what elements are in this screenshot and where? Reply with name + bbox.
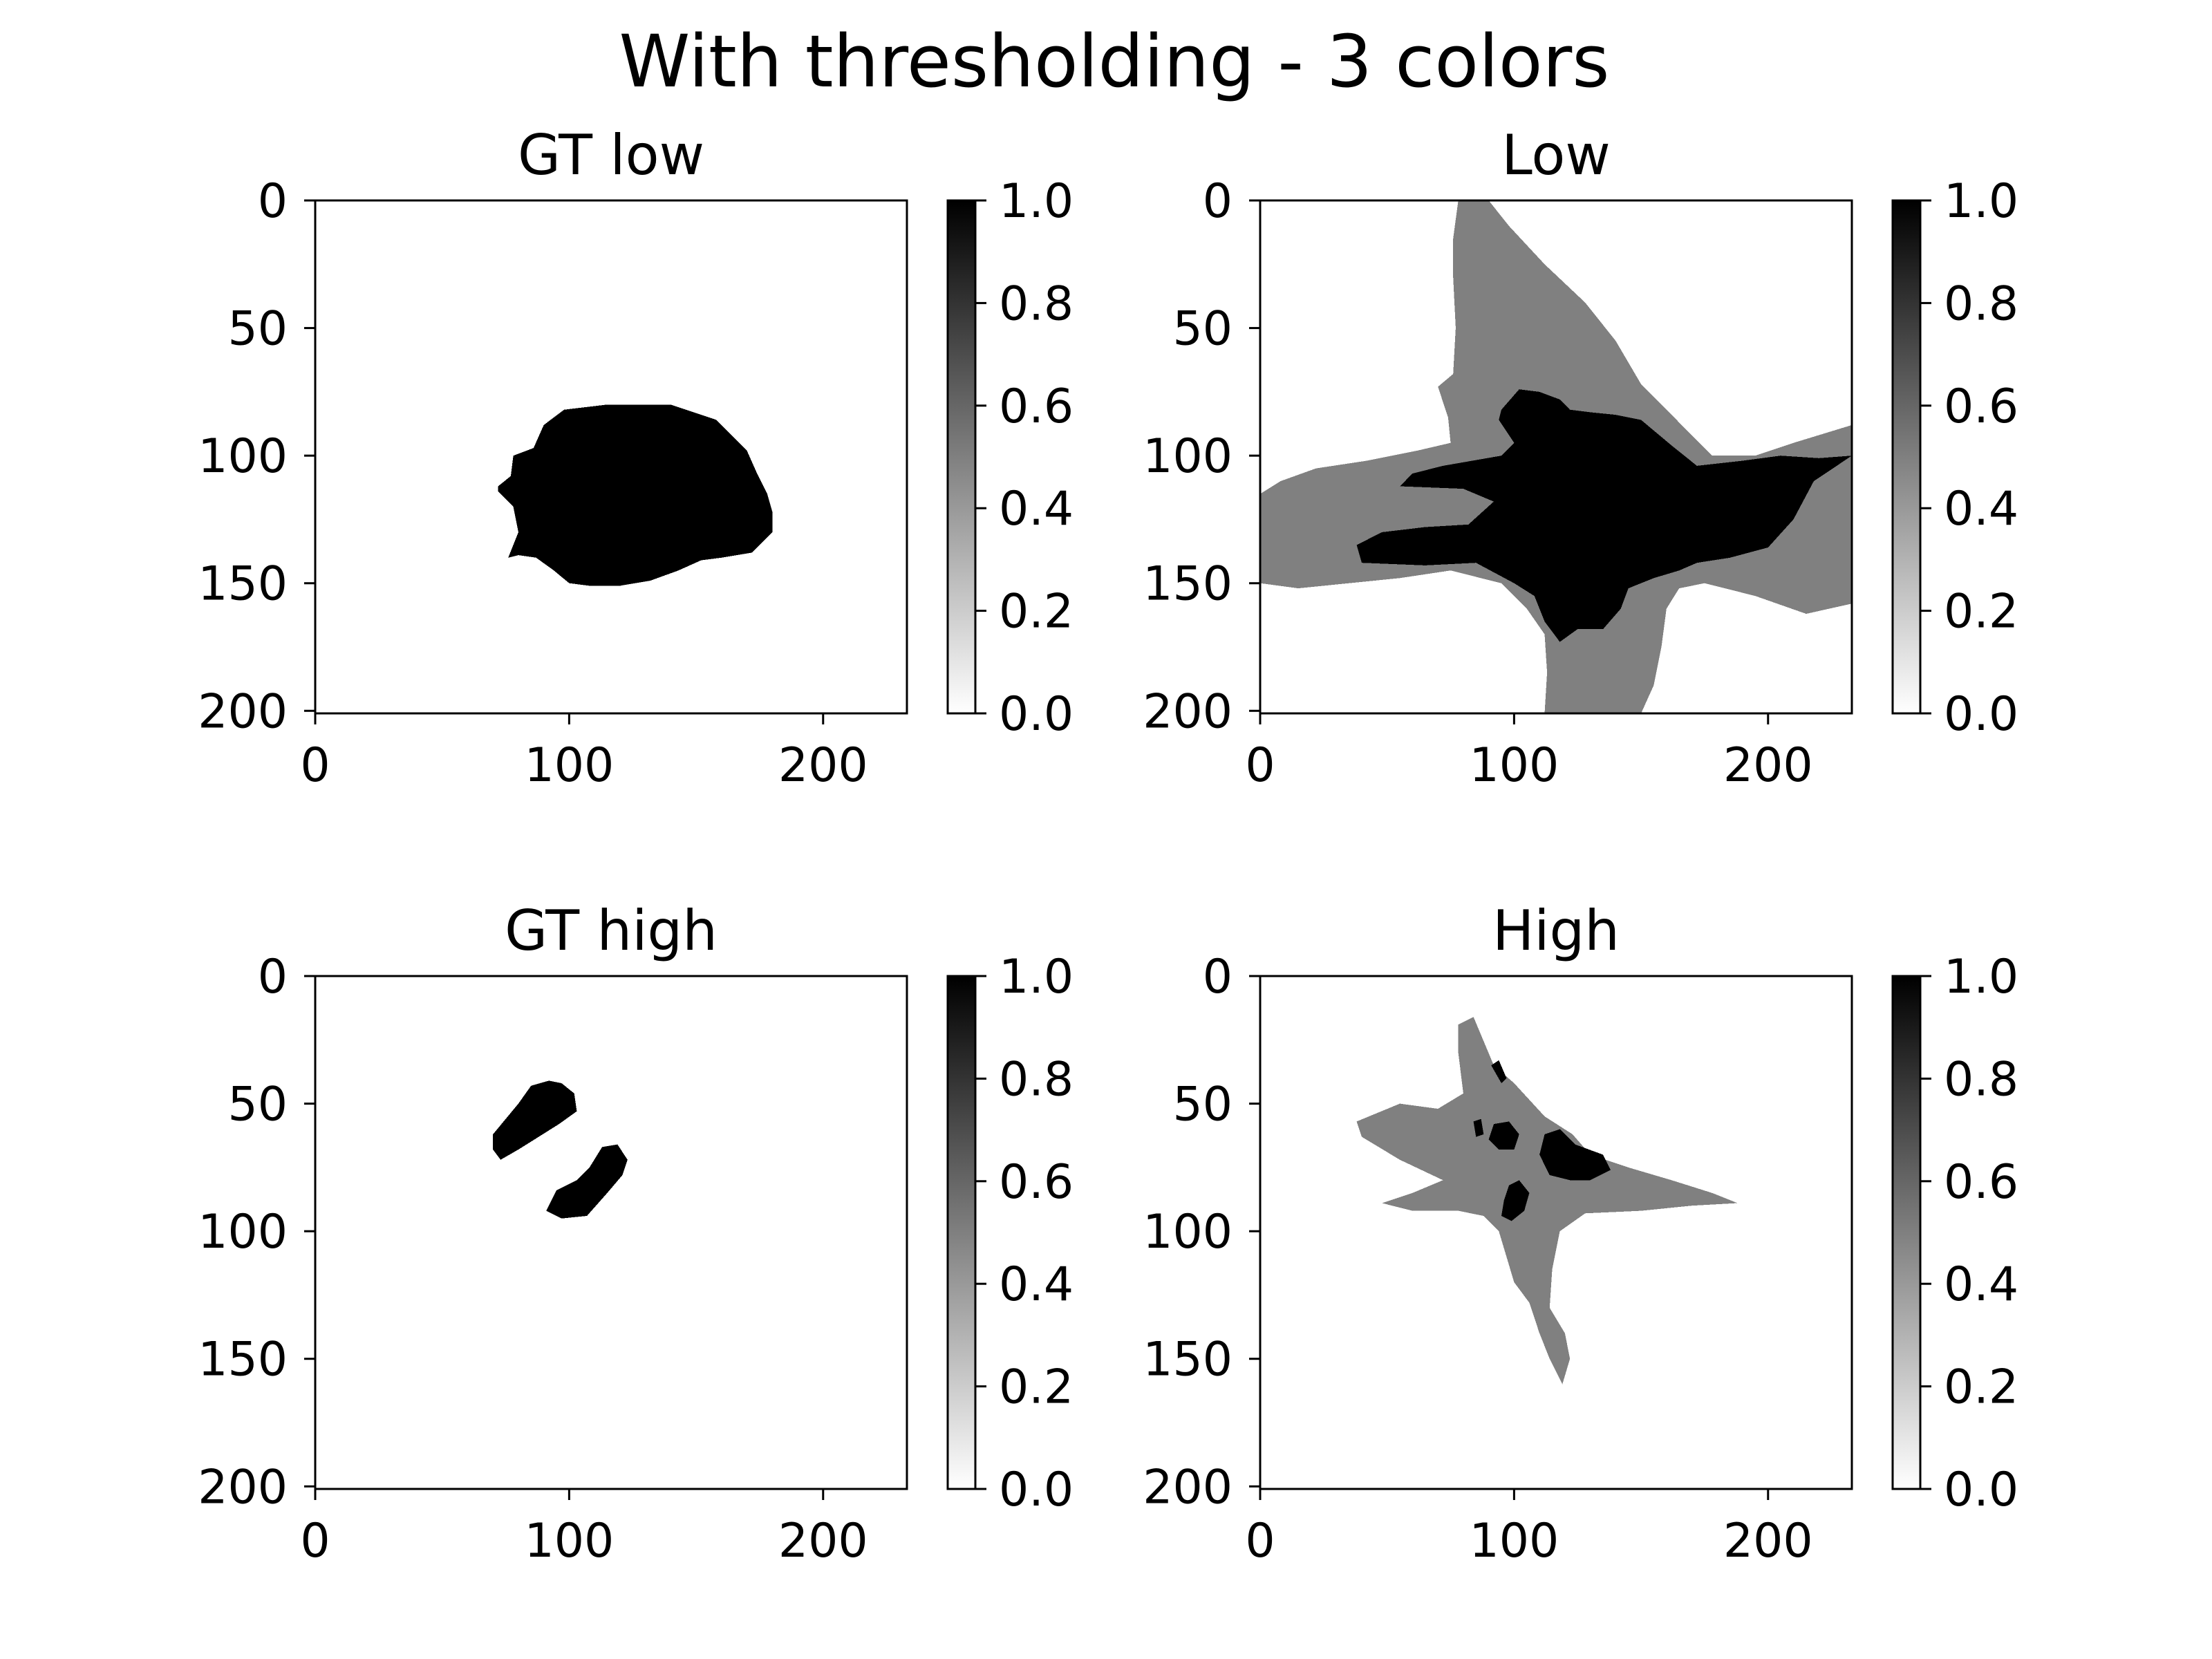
y-tick-label: 0 [258, 950, 288, 1004]
region-value-1 [546, 1144, 628, 1219]
colorbar-tick-label: 0.0 [1944, 687, 2018, 742]
colorbar-gradient [946, 975, 977, 1490]
colorbar-tick-label: 0.4 [999, 482, 1074, 536]
colorbar-tick-label: 0.0 [1944, 1463, 2018, 1517]
subplot-title: Low [1501, 123, 1611, 187]
colorbar-tick-label: 0.4 [1944, 482, 2018, 536]
image-regions [1260, 200, 1852, 713]
y-tick-label: 200 [1143, 684, 1232, 739]
image-regions [1356, 1017, 1738, 1385]
colorbar-tick-label: 0.4 [999, 1257, 1074, 1312]
region-value-1 [1539, 1129, 1611, 1181]
colorbar: 0.0 0.2 0.4 0.6 0.8 1.0 [1891, 174, 2018, 742]
y-tick-label: 100 [198, 429, 288, 484]
x-tick-label: 100 [524, 1514, 614, 1568]
image-regions [493, 1080, 628, 1219]
colorbar-tick-label: 0.6 [999, 379, 1074, 434]
colorbar-tick-label: 0.8 [999, 276, 1074, 331]
colorbar-tick-label: 0.2 [1944, 585, 2018, 639]
axes-frame [1259, 199, 1853, 715]
colorbar-tick-label: 0.4 [1944, 1257, 2018, 1312]
colorbar: 0.0 0.2 0.4 0.6 0.8 1.0 [946, 174, 1074, 742]
colorbar-tick-label: 0.8 [1944, 276, 2018, 331]
region-value-1 [1473, 1118, 1484, 1137]
y-tick-label: 150 [198, 1333, 288, 1387]
colorbar-gradient [1891, 975, 1922, 1490]
y-tick-label: 100 [1143, 1205, 1232, 1259]
colorbar-tick-label: 0.8 [999, 1052, 1074, 1107]
x-tick-label: 200 [778, 1514, 868, 1568]
region-value-1 [498, 404, 773, 586]
image-background [315, 976, 907, 1489]
y-tick-label: 0 [258, 174, 288, 229]
region-value-1 [1491, 1060, 1507, 1083]
colorbar: 0.0 0.2 0.4 0.6 0.8 1.0 [1891, 950, 2018, 1517]
y-tick-label: 50 [1172, 302, 1232, 357]
axes-frame [314, 975, 908, 1490]
axes-frame [1259, 975, 1853, 1490]
region-value-1 [493, 1080, 577, 1160]
region-value-1 [1501, 1180, 1530, 1221]
y-tick-label: 150 [1143, 557, 1232, 612]
y-tick-label: 200 [1143, 1460, 1232, 1515]
colorbar-tick-label: 0.6 [1944, 1155, 2018, 1210]
y-tick-label: 0 [1203, 174, 1232, 229]
region-value-0-5 [1356, 1017, 1738, 1385]
y-tick-label: 50 [227, 302, 288, 357]
y-tick-label: 150 [1143, 1333, 1232, 1387]
colorbar-tick-label: 0.2 [999, 585, 1074, 639]
y-tick-label: 100 [198, 1205, 288, 1259]
colorbar-tick-label: 1.0 [999, 950, 1074, 1004]
x-tick-label: 0 [300, 738, 330, 793]
x-tick-label: 100 [1469, 1514, 1559, 1568]
x-tick-label: 100 [524, 738, 614, 793]
y-tick-label: 50 [227, 1078, 288, 1132]
x-tick-label: 200 [1723, 738, 1813, 793]
colorbar-tick-label: 0.6 [999, 1155, 1074, 1210]
region-value-1 [1488, 1121, 1519, 1150]
y-tick-label: 100 [1143, 429, 1232, 484]
y-tick-label: 200 [198, 1460, 288, 1515]
y-tick-label: 0 [1203, 950, 1232, 1004]
colorbar-tick-label: 0.0 [999, 687, 1074, 742]
figure-title: With thresholding - 3 colors [619, 19, 1610, 104]
colorbar-tick-label: 0.2 [1944, 1360, 2018, 1415]
y-tick-label: 200 [198, 684, 288, 739]
colorbar: 0.0 0.2 0.4 0.6 0.8 1.0 [946, 950, 1074, 1517]
colorbar-gradient [1891, 199, 1922, 715]
subplot-title: GT low [518, 123, 704, 187]
image-regions [498, 404, 773, 586]
colorbar-tick-label: 1.0 [999, 174, 1074, 229]
colorbar-tick-label: 1.0 [1944, 950, 2018, 1004]
axes-frame [314, 199, 908, 715]
subplot-title: High [1492, 899, 1620, 963]
x-tick-label: 0 [1245, 1514, 1275, 1568]
x-tick-label: 100 [1469, 738, 1559, 793]
colorbar-tick-label: 1.0 [1944, 174, 2018, 229]
y-tick-label: 50 [1172, 1078, 1232, 1132]
x-tick-label: 0 [300, 1514, 330, 1568]
x-tick-label: 200 [778, 738, 868, 793]
subplot-title: GT high [505, 899, 718, 963]
colorbar-tick-label: 0.8 [1944, 1052, 2018, 1107]
x-tick-label: 0 [1245, 738, 1275, 793]
y-tick-label: 150 [198, 557, 288, 612]
region-value-1 [1356, 389, 1852, 642]
colorbar-tick-label: 0.2 [999, 1360, 1074, 1415]
colorbar-tick-label: 0.0 [999, 1463, 1074, 1517]
colorbar-gradient [946, 199, 977, 715]
x-tick-label: 200 [1723, 1514, 1813, 1568]
colorbar-tick-label: 0.6 [1944, 379, 2018, 434]
